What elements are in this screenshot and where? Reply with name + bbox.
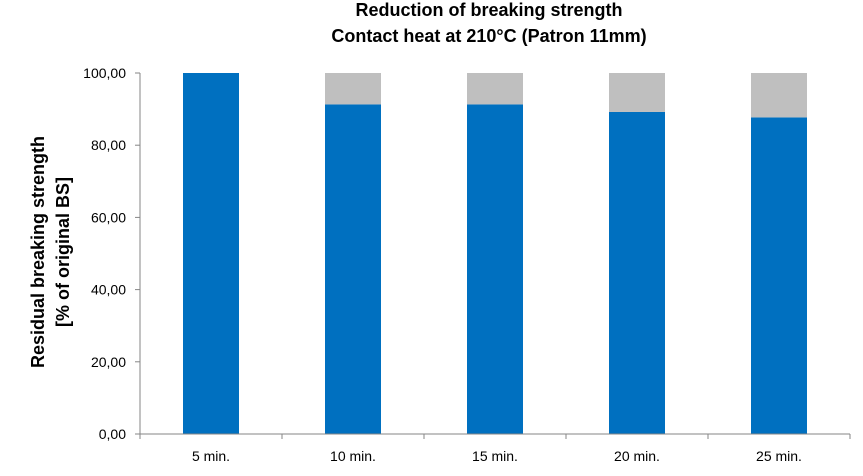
bar-series2-2 xyxy=(325,73,381,105)
x-tick-label-5: 25 min. xyxy=(756,448,802,464)
y-tick-label-5: 80,00 xyxy=(91,137,126,153)
plot-area: 0,00 20,00 40,00 60,00 80,00 100,00 5 min. 10 m… xyxy=(83,65,851,464)
x-tick-label-4: 20 min. xyxy=(614,448,660,464)
bar-series1-4 xyxy=(609,111,665,434)
x-tick-label-2: 10 min. xyxy=(330,448,376,464)
chart-title-line-1: Reduction of breaking strength xyxy=(355,0,622,20)
y-axis-label-line-1: Residual breaking strength xyxy=(28,136,48,368)
y-tick-label-1: 0,00 xyxy=(99,426,126,442)
bar-series1-5 xyxy=(751,117,807,434)
bar-series1-1 xyxy=(183,73,239,434)
y-axis-label-line-2: [% of original BS] xyxy=(53,177,73,327)
bar-series2-4 xyxy=(609,73,665,112)
chart-title-line-2: Contact heat at 210°C (Patron 11mm) xyxy=(331,26,646,46)
x-tick-label-3: 15 min. xyxy=(472,448,518,464)
y-tick-label-3: 40,00 xyxy=(91,282,126,298)
y-tick-label-6: 100,00 xyxy=(83,65,126,81)
bar-series1-3 xyxy=(467,104,523,435)
bar-series2-5 xyxy=(751,73,807,118)
x-tick-label-1: 5 min. xyxy=(192,448,230,464)
bar-series1-2 xyxy=(325,104,381,435)
y-tick-label-2: 20,00 xyxy=(91,354,126,370)
y-tick-label-4: 60,00 xyxy=(91,209,126,225)
bar-series2-3 xyxy=(467,73,523,105)
